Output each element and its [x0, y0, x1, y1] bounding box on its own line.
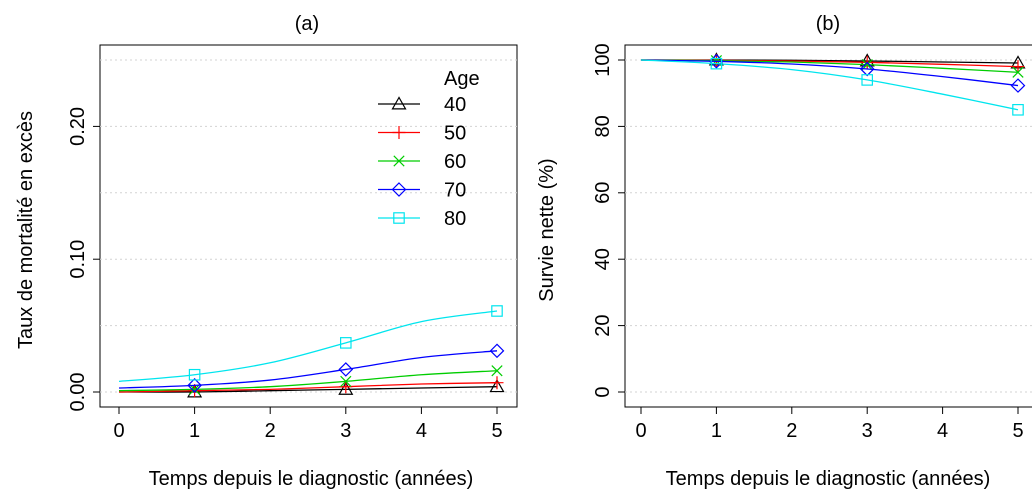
panel-b-series: [640, 52, 1026, 116]
data-point-triangle: [338, 381, 354, 395]
data-point-diamond: [338, 362, 354, 377]
data-point-x: [340, 375, 352, 388]
legend-marker-x: [393, 155, 405, 167]
panel-b-x-ticks: 0 1 2 3 4 5: [635, 407, 1024, 442]
panel-b: (b) 0 1 2 3 4 5 0 20 40 60 80 100 Temps depuis le …: [536, 13, 1032, 490]
x-tick-label: 5: [491, 420, 502, 442]
panel-a-x-axis-label: Temps depuis le diagnostic (années): [149, 468, 474, 490]
x-tick-label: 2: [265, 420, 276, 442]
legend-marker-plus: [392, 126, 406, 139]
panel-a-x-ticks: 0 1 2 3 4 5: [113, 407, 503, 442]
y-tick-label: 60: [592, 182, 614, 204]
panel-b-plot-area: [624, 44, 1032, 408]
legend-label: 50: [444, 123, 466, 145]
panel-b-x-axis-label: Temps depuis le diagnostic (années): [666, 468, 991, 490]
legend-marker-triangle: [391, 96, 407, 110]
panel-a-plot-area: [99, 44, 518, 408]
x-tick-label: 5: [1012, 420, 1023, 442]
x-tick-label: 1: [711, 420, 722, 442]
y-tick-label: 0: [592, 386, 614, 397]
legend-item-60: 60: [378, 151, 466, 173]
data-point-diamond: [709, 53, 724, 69]
legend: Age 40 50 60 70 80: [378, 68, 480, 230]
legend-marker-diamond: [391, 182, 407, 197]
data-point-diamond: [489, 343, 505, 359]
data-point-x: [1012, 66, 1024, 78]
x-tick-label: 3: [340, 420, 351, 442]
y-tick-label: 80: [592, 115, 614, 137]
legend-label: 70: [444, 180, 466, 202]
x-tick-label: 0: [113, 420, 124, 442]
series-70: [640, 53, 1026, 93]
series-80: [118, 305, 503, 383]
series-line: [118, 382, 498, 393]
data-point-diamond: [1010, 78, 1026, 93]
legend-item-50: 50: [378, 123, 466, 145]
data-point-triangle: [489, 378, 505, 393]
data-point-plus: [188, 384, 202, 398]
data-point-square: [710, 57, 723, 70]
legend-item-80: 80: [378, 208, 466, 230]
x-tick-label: 4: [416, 420, 427, 442]
panel-b-grid: [625, 59, 1032, 393]
series-line: [118, 350, 498, 389]
series-60: [118, 365, 503, 395]
y-tick-label: 0.10: [67, 240, 89, 279]
x-tick-label: 1: [189, 420, 200, 442]
panel-b-title: (b): [816, 13, 840, 35]
legend-title: Age: [444, 68, 480, 90]
series-line: [118, 370, 498, 392]
y-tick-label: 0.20: [67, 107, 89, 146]
panel-a: (a) 0 1 2 3 4 5 0.00 0.10 0.20 Age 40 50 60 70 80 T…: [15, 13, 518, 490]
series-50: [118, 376, 504, 398]
x-tick-label: 3: [862, 420, 873, 442]
series-line: [118, 386, 498, 393]
y-tick-label: 40: [592, 248, 614, 270]
y-tick-label: 0.00: [67, 373, 89, 412]
legend-item-40: 40: [378, 94, 466, 116]
data-point-square: [861, 74, 873, 86]
x-tick-label: 2: [786, 420, 797, 442]
legend-label: 60: [444, 151, 466, 173]
data-point-square: [340, 337, 352, 349]
series-line: [118, 310, 498, 383]
legend-marker-square: [393, 212, 405, 224]
data-point-plus: [490, 376, 504, 390]
data-point-square: [188, 368, 201, 381]
panel-a-y-axis-label: Taux de mortalité en excès: [15, 111, 37, 349]
data-point-x: [491, 365, 503, 377]
data-point-square: [1012, 103, 1024, 116]
legend-label: 40: [444, 94, 466, 116]
panel-a-y-ticks: 0.00 0.10 0.20: [67, 107, 100, 412]
data-point-square: [491, 305, 503, 317]
series-80: [640, 57, 1024, 116]
series-line: [640, 59, 1019, 111]
data-point-plus: [1011, 60, 1025, 74]
panel-b-y-axis-label: Survie nette (%): [536, 158, 558, 301]
y-tick-label: 100: [592, 43, 614, 76]
data-point-diamond: [859, 61, 875, 77]
series-line: [640, 59, 1019, 87]
x-tick-label: 4: [937, 420, 948, 442]
panel-a-series: [118, 305, 505, 398]
series-70: [118, 343, 505, 393]
data-point-diamond: [187, 378, 202, 393]
panel-b-y-ticks: 0 20 40 60 80 100: [592, 43, 625, 398]
legend-label: 80: [444, 208, 466, 230]
panel-a-title: (a): [295, 13, 319, 35]
data-point-plus: [339, 380, 353, 394]
legend-item-70: 70: [378, 180, 466, 202]
x-tick-label: 0: [635, 420, 646, 442]
y-tick-label: 20: [592, 314, 614, 336]
